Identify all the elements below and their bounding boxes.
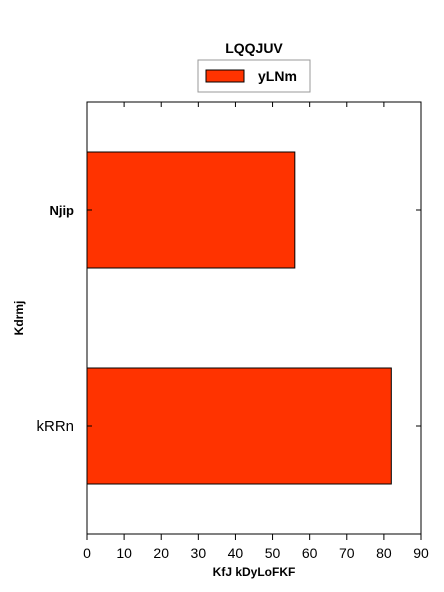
legend-label: yLNm: [258, 68, 297, 84]
legend-swatch: [205, 69, 245, 83]
y-axis-label: Kdrmj: [12, 301, 26, 336]
x-tick-label: 40: [228, 545, 244, 561]
bar-Njip: [86, 151, 296, 269]
legend: yLNm: [197, 59, 311, 93]
y-axis-ticks: Njip kRRn: [36, 203, 421, 435]
chart-title: LQQJUV: [225, 40, 283, 56]
bars: [86, 151, 392, 485]
x-tick-label: 90: [413, 545, 429, 561]
y-tick-label: kRRn: [36, 418, 74, 435]
bar-kRRn: [86, 367, 392, 485]
x-tick-label: 20: [153, 545, 169, 561]
x-tick-label: 10: [116, 545, 132, 561]
x-tick-label: 60: [302, 545, 318, 561]
x-axis-label: KfJ kDyLoFKF: [213, 565, 296, 579]
x-tick-label: 50: [265, 545, 281, 561]
x-tick-label: 0: [83, 545, 91, 561]
x-tick-label: 70: [339, 545, 355, 561]
y-tick-label: Njip: [49, 203, 74, 218]
x-tick-label: 80: [376, 545, 392, 561]
x-tick-label: 30: [191, 545, 207, 561]
x-axis-ticks: 0 10 20 30 40 50 60 70 80 90: [83, 102, 429, 561]
